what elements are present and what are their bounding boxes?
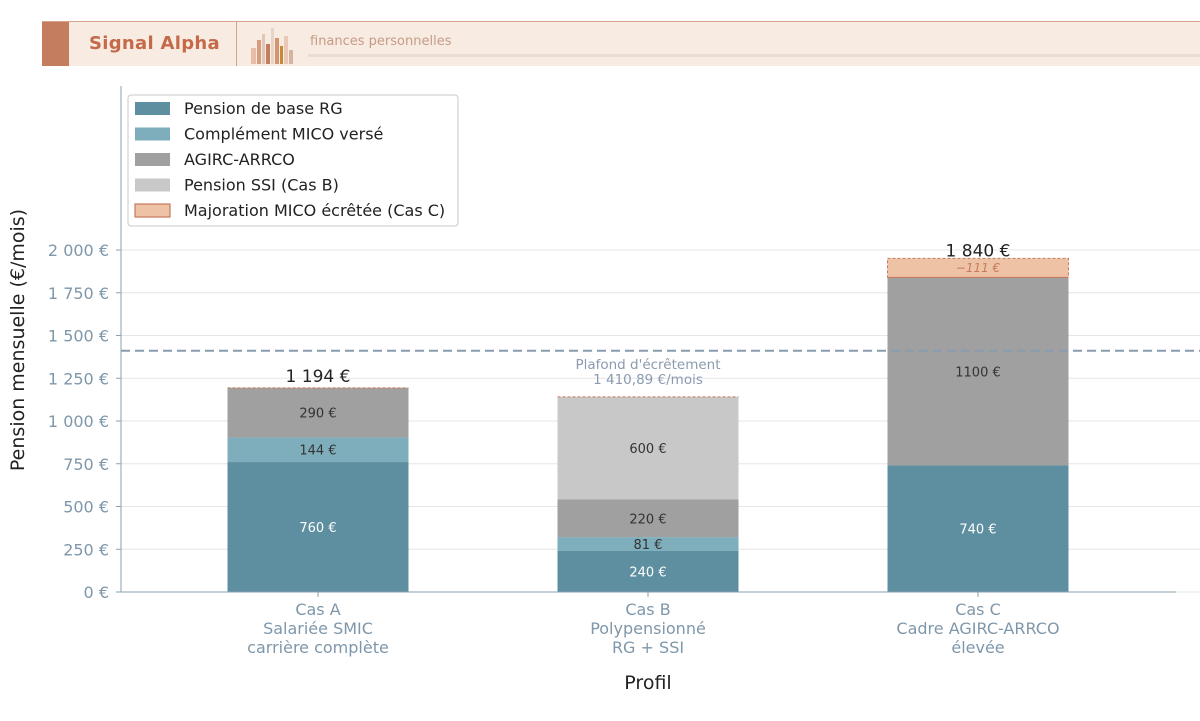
y-tick-label: 1 250 €: [48, 369, 109, 388]
brand-name[interactable]: Signal Alpha: [89, 33, 220, 54]
x-tick-label: RG + SSI: [612, 638, 684, 657]
y-tick-label: 750 €: [63, 455, 109, 474]
data-label: 144 €: [299, 444, 336, 459]
y-tick-label: 0 €: [84, 583, 109, 602]
x-tick-label: Salariée SMIC: [263, 619, 373, 638]
bar-segment-agirc: [227, 387, 409, 438]
data-label: 290 €: [299, 407, 336, 422]
y-tick-label: 1 750 €: [48, 284, 109, 303]
axes: 0 € 250 € 500 € 750 € 1 000 € 1 250 € 1 500 € 1…: [48, 86, 1176, 657]
bar-segment-rg: [227, 462, 409, 592]
data-label: 81 €: [634, 538, 663, 553]
total-label: 1 194 €: [286, 367, 351, 387]
site-header: Signal Alpha finances personnelles: [42, 21, 1200, 66]
y-tick-label: 1 000 €: [48, 412, 109, 431]
data-label: −111 €: [956, 261, 1001, 275]
header-tagline: finances personnelles: [310, 34, 452, 49]
data-label: 600 €: [629, 442, 666, 457]
total-label: 1 840 €: [946, 241, 1011, 261]
data-label: 760 €: [299, 521, 336, 536]
legend-label: AGIRC-ARRCO: [184, 150, 295, 169]
legend-swatch-ecrete: [134, 203, 171, 218]
tagline-rule: [308, 54, 1200, 57]
legend-swatch-ssi: [135, 178, 170, 192]
x-tick-label: Cadre AGIRC-ARRCO: [896, 619, 1059, 638]
bar-segment-mico: [227, 437, 409, 463]
y-tick-label: 250 €: [63, 540, 109, 559]
brand-swatch: [42, 22, 69, 66]
legend-swatch-agirc: [135, 153, 170, 166]
x-tick-label: Cas B: [625, 600, 670, 619]
legend-swatch-rg: [135, 102, 170, 115]
bar-segment-agirc: [557, 499, 739, 538]
bar-segment-agirc: [887, 277, 1069, 466]
y-tick-label: 2 000 €: [48, 241, 109, 260]
x-axis-label: Profil: [624, 672, 671, 694]
data-label: 740 €: [959, 523, 996, 538]
header-divider: [236, 22, 237, 66]
bar-segments: 760 € 144 € 290 € 1 194 € 240 € 81 € 220 € 600 …: [227, 241, 1069, 592]
plafond-value-label: 1 410,89 €/mois: [593, 372, 703, 388]
y-tick-label: 500 €: [63, 498, 109, 517]
legend-box: [127, 94, 459, 227]
bar-chart-logo-icon: [251, 28, 293, 64]
legend-swatch-mico: [135, 127, 170, 141]
legend-label: Pension de base RG: [184, 99, 343, 118]
data-label: 1100 €: [955, 365, 1001, 380]
data-label: 220 €: [629, 512, 666, 527]
legend-label: Complément MICO versé: [184, 125, 383, 144]
legend-label: Pension SSI (Cas B): [184, 176, 339, 195]
y-axis-label: Pension mensuelle (€/mois): [7, 209, 29, 471]
bar-segment-rg: [887, 465, 1069, 592]
x-tick-label: élevée: [951, 638, 1004, 657]
x-tick-label: carrière complète: [247, 638, 389, 657]
plafond-label: Plafond d'écrêtement: [575, 357, 720, 373]
y-tick-label: 1 500 €: [48, 327, 109, 346]
bar-segment-ssi: [557, 396, 739, 500]
bar-segment-mico: [557, 537, 739, 551]
x-tick-label: Cas C: [955, 600, 1001, 619]
x-tick-label: Cas A: [295, 600, 340, 619]
data-label: 240 €: [629, 565, 666, 580]
x-tick-label: Polypensionné: [590, 619, 706, 638]
legend: Pension de base RG Complément MICO versé A…: [127, 94, 459, 227]
bar-segment-rg: [557, 550, 739, 592]
legend-label: Majoration MICO écrêtée (Cas C): [184, 201, 445, 220]
